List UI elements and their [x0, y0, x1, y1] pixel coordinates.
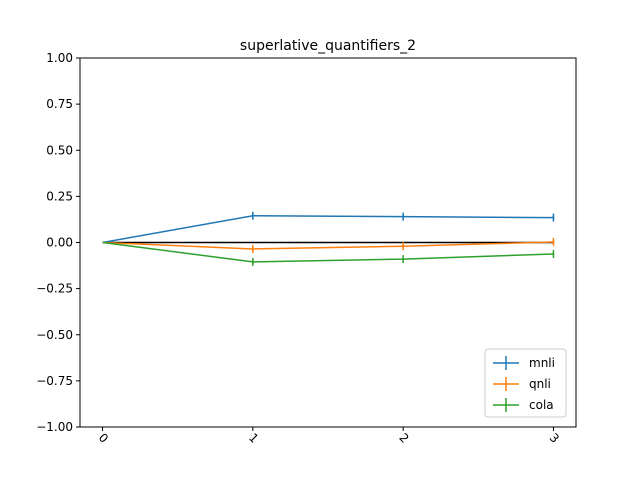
series-line-cola — [102, 241, 554, 263]
legend-label: qnli — [529, 377, 551, 391]
series-line-mnli — [102, 214, 554, 244]
series-line-qnli — [102, 241, 554, 250]
y-tick-label: 0.00 — [46, 236, 73, 250]
y-tick-label: 0.75 — [46, 97, 73, 111]
series-mnli — [102, 211, 555, 244]
legend-item-cola: cola — [493, 398, 554, 412]
series-qnli — [102, 237, 555, 253]
series-cola — [102, 241, 555, 266]
y-tick-label: −1.00 — [36, 420, 73, 434]
y-tick-label: 0.50 — [46, 143, 73, 157]
y-tick-label: −0.25 — [36, 282, 73, 296]
y-tick-label: 1.00 — [46, 51, 73, 65]
legend-label: mnli — [529, 356, 555, 370]
y-tick-label: 0.25 — [46, 189, 73, 203]
chart-title: superlative_quantifiers_2 — [240, 38, 416, 54]
y-tick-label: −0.75 — [36, 374, 73, 388]
y-tick-label: −0.50 — [36, 328, 73, 342]
legend-item-mnli: mnli — [493, 356, 555, 370]
legend-label: cola — [529, 398, 554, 412]
legend-item-qnli: qnli — [493, 377, 551, 391]
